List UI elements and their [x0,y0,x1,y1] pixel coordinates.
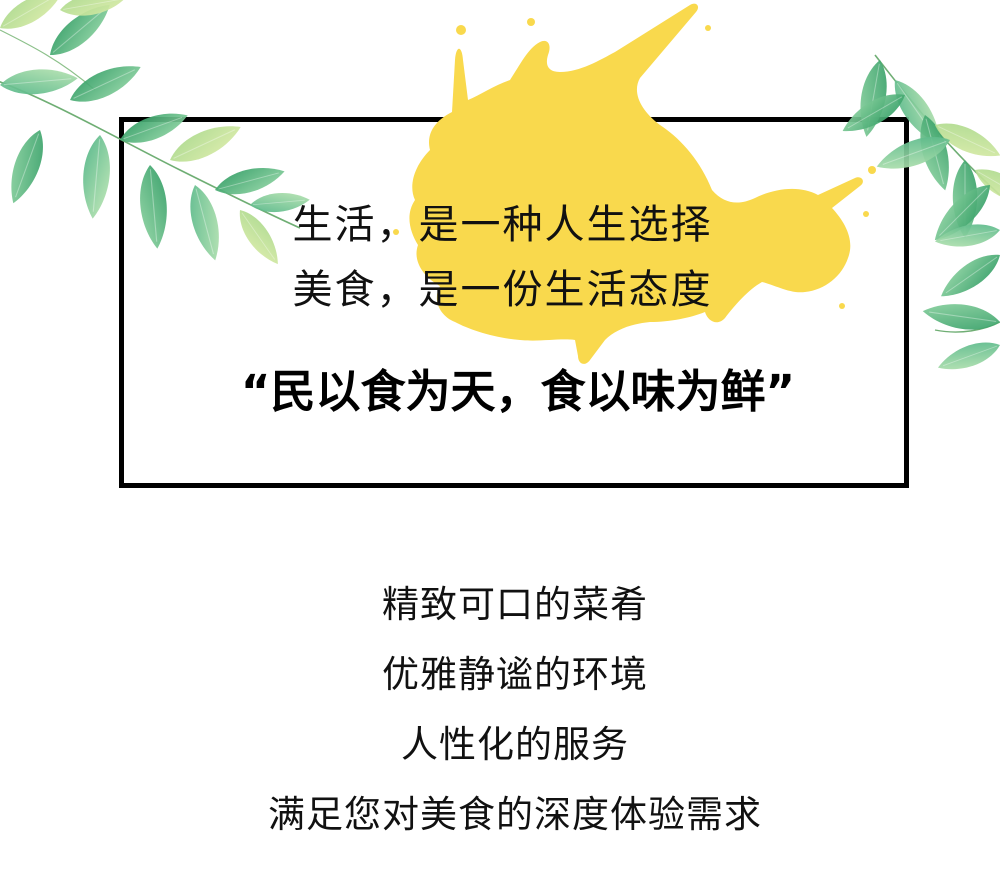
splash-droplet [527,18,535,26]
feature-line: 满足您对美食的深度体验需求 [268,793,762,836]
leaf [1,125,52,208]
splash-droplet [705,25,711,31]
intro-line-2: 美食，是一份生活态度 [292,267,713,313]
branch-stem [0,29,96,91]
right-leaf-branch [836,54,1000,378]
leaf [0,65,80,98]
splash-droplet [863,211,869,217]
feature-line: 优雅静谧的环境 [382,653,648,696]
splash-droplet [393,229,399,235]
headline-quote: “民以食为天，食以味为鲜” [240,365,796,418]
feature-line: 精致可口的菜肴 [382,583,648,626]
intro-line-1: 生活，是一种人生选择 [292,202,713,248]
leaf [64,55,147,112]
splash-droplet [456,25,466,35]
splash-main-blob [409,3,863,364]
leaf [0,0,69,39]
feature-line: 人性化的服务 [401,723,629,766]
splash-droplet [868,166,876,174]
splash-droplet [839,303,845,309]
top-left-leaf-branch [0,0,311,271]
yellow-splash [393,3,876,364]
